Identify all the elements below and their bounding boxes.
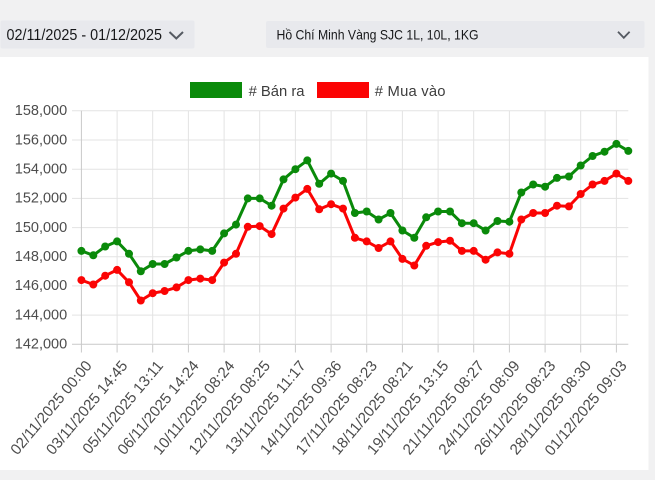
svg-text:144,000: 144,000: [15, 307, 67, 323]
svg-text:150,000: 150,000: [15, 220, 67, 236]
svg-text:148,000: 148,000: [15, 249, 67, 265]
svg-text:# Bán ra: # Bán ra: [249, 84, 306, 100]
svg-text:02/11/2025 - 01/12/2025: 02/11/2025 - 01/12/2025: [7, 27, 163, 44]
svg-text:146,000: 146,000: [15, 278, 67, 294]
svg-text:Hồ Chí Minh Vàng SJC 1L, 10L,: Hồ Chí Minh Vàng SJC 1L, 10L, 1KG: [277, 27, 479, 43]
svg-text:156,000: 156,000: [15, 132, 67, 148]
svg-text:# Mua vào: # Mua vào: [375, 84, 446, 100]
svg-text:152,000: 152,000: [15, 191, 67, 207]
svg-text:154,000: 154,000: [15, 162, 67, 178]
svg-text:142,000: 142,000: [15, 337, 67, 353]
svg-text:158,000: 158,000: [15, 103, 67, 119]
